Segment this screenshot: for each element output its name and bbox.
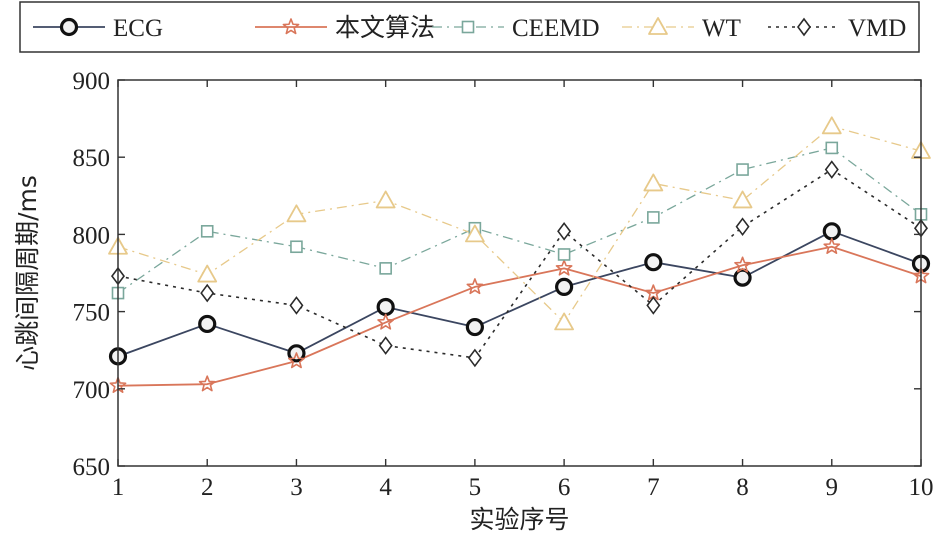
legend-marker-2 [461,20,475,34]
data-point-s3-9 [821,116,842,135]
data-point-s1-3 [288,352,305,369]
data-point-s2-8 [736,163,749,176]
legend-marker-1 [282,18,300,35]
data-point-s3-5 [464,224,485,243]
x-tick-label: 6 [558,474,571,501]
data-point-s3-7 [643,173,664,192]
data-point-s2-2 [200,225,214,238]
data-point-s4-3 [289,296,304,315]
data-point-s3-3 [286,204,307,223]
legend-label-1: 本文算法 [335,14,435,42]
data-point-s1-2 [198,375,216,392]
legend-marker-4 [797,17,811,37]
data-point-s0-4 [376,297,395,317]
data-point-s3-2 [197,264,218,283]
legend-marker-3 [648,17,668,35]
data-point-s0-5 [465,317,484,337]
x-tick-label: 9 [826,474,839,501]
y-axis-label: 心跳间隔周期/ms [13,175,42,371]
legend-marker-0 [59,17,79,37]
data-point-s1-5 [466,278,484,295]
data-point-s0-9 [822,222,841,241]
y-tick-label: 850 [73,145,111,172]
data-point-s4-9 [824,160,839,179]
data-point-s4-8 [735,217,750,237]
series-line-4 [117,168,922,359]
x-tick-label: 3 [290,474,303,501]
y-tick-labels: 650 700 750 800 850 900 [73,68,111,481]
data-point-s3-6 [554,312,575,331]
x-tick-label: 10 [909,474,934,501]
data-point-s0-6 [555,277,574,296]
data-point-s1-6 [555,259,573,276]
x-tick-label: 5 [469,474,482,501]
legend-label-2: CEEMD [512,15,600,42]
x-tick-label: 1 [112,474,125,501]
data-point-s0-8 [733,268,752,287]
data-point-s2-9 [825,141,839,155]
series-line-2 [117,147,922,294]
x-axis-label: 实验序号 [469,505,569,534]
legend-label-0: ECG [113,15,163,42]
y-tick-label: 700 [73,377,111,404]
legend: ECG 本文算法 CEEMD WT VMD [19,1,920,53]
series-line-1 [117,245,922,387]
data-point-s0-2 [198,314,217,334]
data-point-s4-6 [557,221,572,241]
series-line-3 [117,125,922,324]
y-tick-label: 750 [73,300,111,327]
axis-ticks [117,79,922,467]
y-tick-label: 650 [73,454,111,481]
legend-label-3: WT [702,15,741,42]
data-point-s4-5 [467,348,482,368]
x-tick-label: 2 [201,474,214,501]
plot-frame [117,79,922,467]
data-point-s1-4 [377,313,395,330]
y-tick-label: 800 [73,222,111,249]
x-tick-labels: 1 2 3 4 5 6 7 8 9 10 [112,474,934,501]
data-point-s4-2 [200,283,215,303]
data-point-s1-8 [734,256,751,273]
data-point-s4-4 [378,336,393,355]
x-tick-label: 7 [647,474,660,501]
series-line-0 [117,230,922,358]
series-lines [117,125,922,387]
data-point-s4-7 [646,296,661,315]
legend-label-4: VMD [848,15,906,42]
y-tick-label: 900 [73,68,111,95]
x-tick-label: 4 [379,474,392,501]
data-point-s2-3 [290,240,303,254]
series-markers [108,116,931,393]
data-point-s3-8 [732,190,753,209]
data-point-s2-7 [647,211,660,224]
data-point-s2-4 [379,262,392,275]
data-point-s2-6 [557,248,571,261]
data-point-s1-9 [823,237,841,255]
x-tick-label: 8 [736,474,749,501]
data-point-s0-7 [644,253,663,272]
data-point-s3-4 [375,190,396,209]
